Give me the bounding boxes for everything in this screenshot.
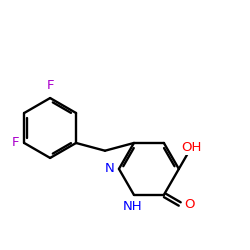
Text: F: F bbox=[46, 79, 54, 92]
Text: OH: OH bbox=[181, 141, 201, 154]
Text: NH: NH bbox=[122, 200, 142, 213]
Text: F: F bbox=[11, 136, 19, 149]
Text: O: O bbox=[184, 198, 195, 211]
Text: N: N bbox=[105, 162, 115, 175]
